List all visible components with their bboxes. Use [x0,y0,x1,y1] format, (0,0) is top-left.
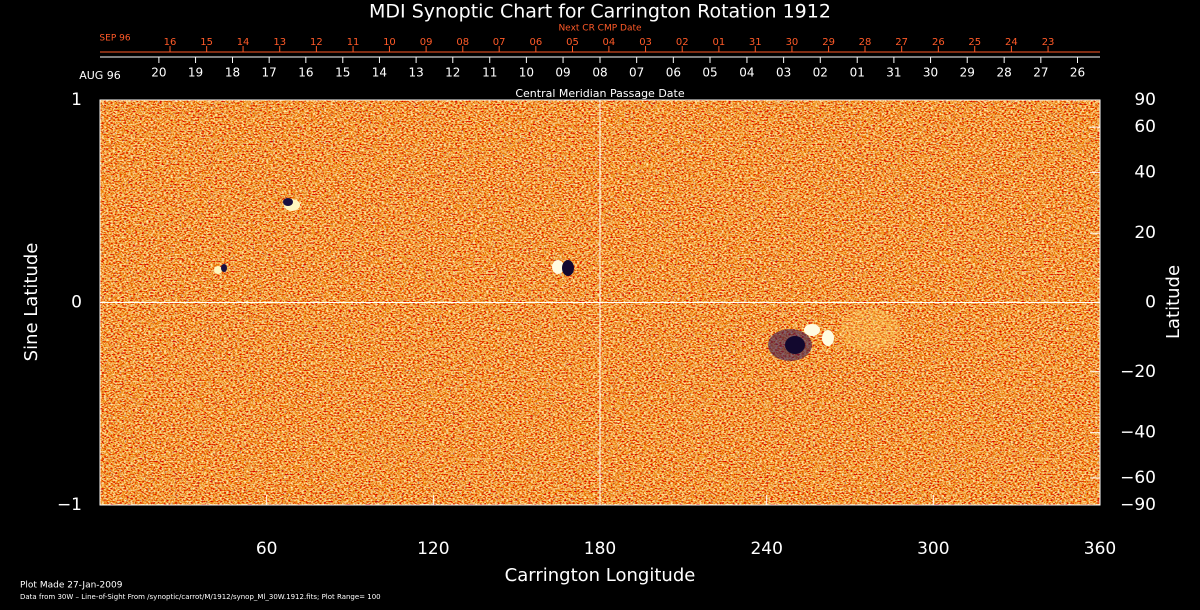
y2-tick-label: 60 [1134,117,1156,137]
top-tick-label: 19 [188,66,203,80]
x-tick-label: 60 [256,539,278,559]
top-tick-label: 02 [813,66,828,80]
x-tick-label: 300 [917,539,949,559]
y-tick-label: −1 [57,495,82,515]
top-tick-label: 03 [639,37,652,48]
y2-tick-label: 20 [1134,223,1156,243]
x-tick-label: 120 [417,539,449,559]
top-axis-start-label: AUG 96 [79,69,121,82]
top-tick-label: 15 [335,66,350,80]
top-tick-label: 16 [298,66,313,80]
top-tick-label: 08 [456,37,469,48]
top-axis-title: Central Meridian Passage Date [515,87,684,100]
top-tick-label: 31 [749,37,762,48]
y-tick-label: 0 [71,293,82,313]
footer-line: Plot Made 27-Jan-2009 [20,581,123,591]
top-tick-label: 04 [603,37,616,48]
top-tick-label: 11 [347,37,360,48]
y2-tick-label: −90 [1120,495,1156,515]
top-tick-label: 01 [850,66,865,80]
top-tick-label: 12 [445,66,460,80]
top-tick-label: 10 [519,66,534,80]
top-tick-label: 13 [408,66,423,80]
y2-tick-label: 40 [1134,162,1156,182]
footer-line: Data from 30W – Line-of-Sight From /syno… [20,593,381,601]
top-tick-label: 03 [776,66,791,80]
y2-tick-label: −20 [1120,362,1156,382]
top-tick-label: 14 [372,66,387,80]
region-positive [822,330,834,346]
top-tick-label: 09 [555,66,570,80]
top-tick-label: 30 [923,66,938,80]
top-tick-label: 07 [629,66,644,80]
y2-tick-label: −40 [1120,423,1156,443]
top-tick-label: 05 [702,66,717,80]
top-tick-label: 12 [310,37,323,48]
top-tick-label: 07 [493,37,506,48]
top-tick-label: 01 [713,37,726,48]
x-tick-label: 240 [750,539,782,559]
region-positive [804,324,820,336]
top-tick-label: 02 [676,37,689,48]
top-tick-label: 16 [164,37,177,48]
top-tick-label: 24 [1005,37,1018,48]
top-tick-label: 27 [1033,66,1048,80]
top-tick-label: 06 [666,66,681,80]
top-tick-label: 26 [932,37,945,48]
region-positive [552,260,564,274]
top-tick-label: 20 [151,66,166,80]
top-tick-label: 08 [592,66,607,80]
top-tick-label: 04 [739,66,754,80]
top-tick-label: 13 [273,37,286,48]
top-tick-label: 09 [420,37,433,48]
top-tick-label: 31 [886,66,901,80]
region-positive [214,266,222,274]
y2-axis-title: Latitude [1163,265,1184,339]
top-tick-label: 29 [822,37,835,48]
top-tick-label: 25 [968,37,981,48]
region-negative [562,260,574,276]
top-tick-label: 05 [566,37,579,48]
y2-tick-label: 90 [1134,90,1156,110]
y2-tick-label: −60 [1120,468,1156,488]
top-tick-label: 28 [859,37,872,48]
top-tick-label: 18 [225,66,240,80]
region-negative [283,198,293,206]
top-axis-start-label: SEP 96 [99,34,130,44]
top-tick-label: 29 [960,66,975,80]
top-tick-label: 10 [383,37,396,48]
top-tick-label: 14 [237,37,250,48]
chart-title: MDI Synoptic Chart for Carrington Rotati… [369,1,831,23]
top-tick-label: 23 [1042,37,1055,48]
top-tick-label: 06 [529,37,542,48]
top-tick-label: 28 [997,66,1012,80]
active-regions [214,198,900,361]
top-tick-label: 11 [482,66,497,80]
top-tick-label: 26 [1070,66,1085,80]
y-tick-label: 1 [71,90,82,110]
x-tick-label: 360 [1084,539,1116,559]
x-axis-title: Carrington Longitude [505,565,696,586]
region-plage [840,308,900,352]
top-tick-label: 30 [786,37,799,48]
x-tick-label: 180 [584,539,616,559]
y2-tick-label: 0 [1145,293,1156,313]
region-negative [785,336,805,354]
y-axis-title: Sine Latitude [21,243,42,362]
top-tick-label: 17 [262,66,277,80]
top-tick-label: 27 [895,37,908,48]
top-tick-label: 15 [200,37,213,48]
top-axis-title: Next CR CMP Date [558,24,642,34]
region-negative [221,264,227,272]
